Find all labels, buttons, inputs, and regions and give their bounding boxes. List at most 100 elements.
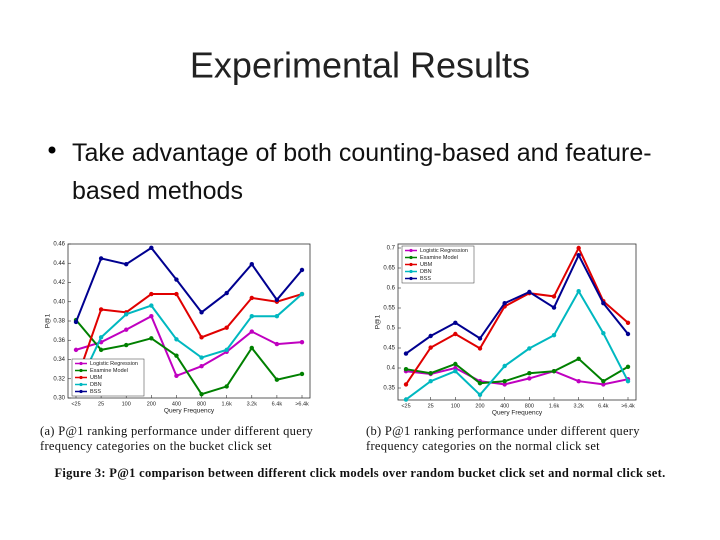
data-point — [428, 379, 433, 384]
x-tick-label: 3.2k — [247, 401, 258, 407]
legend-label: UBM — [420, 262, 433, 268]
data-point — [199, 310, 204, 315]
data-point — [527, 289, 532, 295]
y-tick-label: 0.5 — [387, 326, 396, 332]
data-point — [601, 301, 606, 306]
x-tick-label: 100 — [122, 401, 131, 407]
bullet-text: Take advantage of both counting-based an… — [72, 139, 652, 205]
data-point — [98, 347, 104, 353]
legend-label: DBN — [420, 269, 432, 275]
x-tick-label: 1.6k — [549, 403, 560, 409]
legend-label: Logistic Regression — [90, 361, 138, 367]
x-tick-label: 3.2k — [573, 403, 584, 409]
data-point — [224, 384, 229, 389]
data-point — [73, 319, 79, 325]
data-point — [73, 347, 79, 353]
data-point — [299, 339, 305, 345]
data-point — [149, 245, 154, 251]
y-tick-label: 0.45 — [383, 346, 395, 352]
data-point — [174, 353, 179, 358]
series-line — [75, 293, 303, 391]
data-point — [274, 341, 280, 347]
y-tick-label: 0.46 — [53, 242, 65, 248]
data-point — [299, 267, 305, 273]
x-tick-label: 800 — [197, 401, 206, 407]
legend-marker — [79, 361, 83, 366]
data-point — [274, 297, 280, 303]
data-point — [403, 382, 409, 387]
data-point — [174, 373, 179, 379]
y-tick-label: 0.36 — [53, 338, 65, 344]
x-tick-label: <25 — [71, 401, 80, 407]
y-tick-label: 0.35 — [383, 386, 395, 392]
data-point — [224, 347, 229, 353]
data-point — [124, 327, 129, 332]
legend-marker — [79, 382, 83, 387]
data-point — [453, 361, 458, 367]
x-tick-label: 6.4k — [272, 401, 283, 407]
data-point — [174, 337, 179, 342]
data-point — [149, 291, 154, 297]
data-point — [428, 333, 433, 339]
data-point — [601, 379, 606, 384]
plot-frame — [397, 243, 637, 401]
caption-a: (a) P@1 ranking performance under differ… — [40, 424, 314, 453]
data-point — [174, 277, 179, 282]
data-point — [149, 303, 154, 308]
x-tick-label: 200 — [475, 403, 484, 409]
data-point — [224, 290, 229, 296]
legend-marker — [409, 262, 413, 267]
data-point — [199, 355, 204, 360]
data-point — [576, 245, 581, 251]
data-point — [551, 305, 557, 310]
data-point — [453, 369, 458, 374]
data-point — [274, 377, 280, 382]
legend-label: Examine Model — [420, 255, 458, 261]
data-point — [576, 356, 581, 361]
data-point — [299, 371, 305, 377]
data-point — [403, 397, 409, 402]
x-tick-label: 200 — [147, 401, 156, 407]
x-tick-label: 6.4k — [598, 403, 609, 409]
data-point — [601, 382, 606, 387]
y-axis-label: P@1 — [45, 313, 52, 328]
y-tick-label: 0.65 — [383, 266, 395, 272]
data-point — [625, 364, 631, 369]
data-point — [502, 301, 507, 306]
data-point — [551, 294, 557, 299]
legend-label: BSS — [90, 389, 101, 395]
x-tick-label: 400 — [500, 403, 509, 409]
figure-caption: Figure 3: P@1 comparison between differe… — [54, 466, 666, 480]
data-point — [428, 371, 433, 376]
series-line — [75, 314, 303, 378]
data-point — [249, 262, 254, 267]
series-line — [405, 252, 629, 355]
data-point — [199, 391, 204, 397]
data-point — [249, 313, 254, 319]
y-tick-label: 0.55 — [383, 306, 395, 312]
x-tick-label: 25 — [98, 401, 104, 407]
data-point — [502, 363, 507, 369]
data-point — [149, 336, 154, 341]
y-tick-label: 0.32 — [53, 376, 65, 382]
data-point — [502, 379, 507, 384]
legend-marker — [79, 375, 83, 380]
data-point — [527, 376, 532, 381]
series-line — [405, 357, 629, 385]
x-tick-label: 800 — [525, 403, 534, 409]
x-tick-label: 400 — [172, 401, 181, 407]
bullet-dot — [48, 146, 56, 154]
y-tick-label: 0.6 — [387, 286, 396, 292]
series-line — [405, 289, 629, 401]
data-point — [124, 312, 129, 317]
data-point — [299, 291, 305, 297]
legend-marker — [409, 269, 413, 274]
data-point — [576, 379, 581, 384]
x-tick-label: >6.4k — [621, 403, 635, 409]
legend-label: Logistic Regression — [420, 248, 468, 254]
legend-marker — [79, 368, 83, 373]
data-point — [98, 256, 104, 261]
data-point — [453, 320, 458, 325]
data-point — [453, 331, 458, 337]
